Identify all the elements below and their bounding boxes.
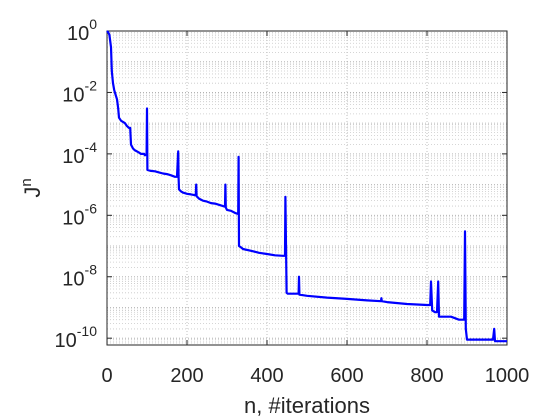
y-axis-label-base: J (20, 187, 45, 198)
y-tick-label: 10-10 (55, 323, 98, 352)
y-tick-label-exponent: -2 (85, 77, 98, 93)
x-axis-label: n, #iterations (244, 393, 370, 418)
y-axis-label-superscript: n (18, 178, 35, 186)
y-tick-label-exponent: -8 (85, 262, 98, 278)
y-tick-label-exponent: -4 (85, 139, 98, 155)
y-tick-label: 100 (67, 16, 97, 45)
y-tick-label-base: 10 (62, 207, 84, 229)
x-tick-labels: 0 200 400 600 800 1000 (101, 365, 529, 387)
series-layer (106, 30, 507, 343)
y-tick-label: 10-4 (62, 139, 97, 168)
series-line (106, 30, 507, 343)
y-tick-label-exponent: 0 (89, 16, 97, 32)
x-tick-label: 800 (410, 365, 443, 387)
y-tick-label-exponent: -10 (77, 323, 97, 339)
y-tick-label-base: 10 (62, 269, 84, 291)
y-tick-label: 10-6 (62, 200, 97, 229)
y-tick-label-base: 10 (67, 23, 89, 45)
y-axis-label: Jn (18, 178, 45, 197)
x-tick-label: 0 (101, 365, 112, 387)
x-tick-label: 600 (330, 365, 363, 387)
y-tick-label: 10-2 (62, 77, 97, 106)
x-tick-label: 1000 (485, 365, 530, 387)
y-tick-label-base: 10 (62, 146, 84, 168)
x-tick-label: 400 (250, 365, 283, 387)
x-tick-label: 200 (170, 365, 203, 387)
y-tick-label-base: 10 (62, 84, 84, 106)
y-tick-label: 10-8 (62, 262, 97, 291)
y-tick-label-base: 10 (55, 330, 77, 352)
y-tick-label-exponent: -6 (85, 200, 98, 216)
grid-lines (107, 31, 507, 345)
plot-area-border (106, 30, 508, 346)
